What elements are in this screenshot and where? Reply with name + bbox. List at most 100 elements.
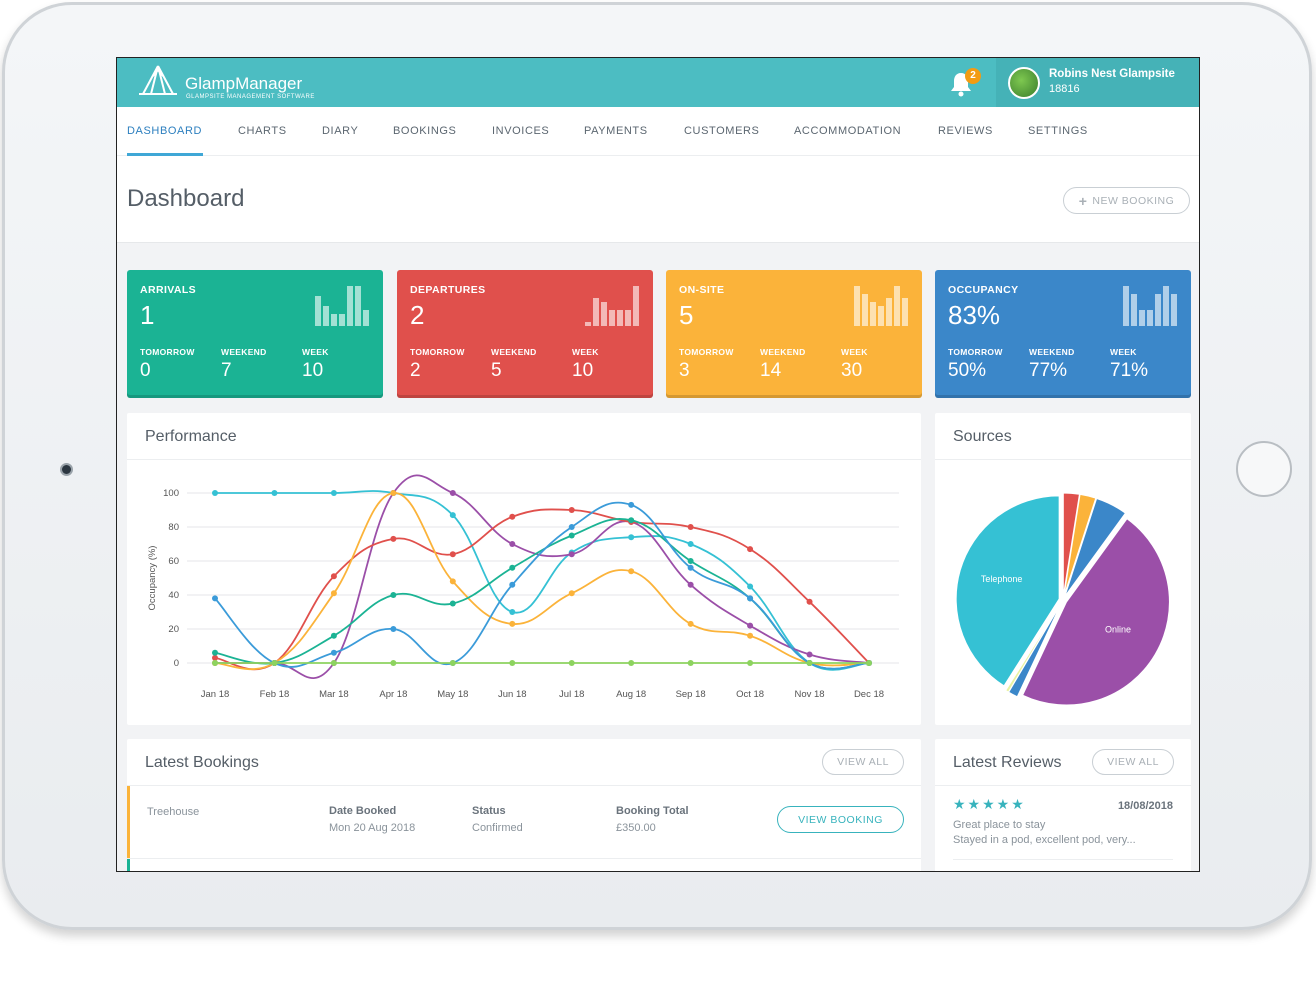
new-booking-button[interactable]: + NEW BOOKING — [1063, 187, 1190, 214]
weekend-value: 5 — [491, 360, 502, 381]
stat-card-on-site[interactable]: ON-SITE 5 TOMORROW 3 WEEKEND 14 WEEK 30 — [666, 270, 922, 398]
review-item[interactable]: ★★★★★ 18/08/2018 Great place to stay Sta… — [935, 786, 1191, 856]
booking-total-value: £350.00 — [616, 822, 656, 834]
y-tick-label: 20 — [168, 624, 179, 635]
sources-panel: Sources Online Telephone — [935, 413, 1191, 725]
app-screen: GlampManager GLAMPSITE MANAGEMENT SOFTWA… — [116, 57, 1200, 872]
data-point — [568, 532, 575, 539]
data-point — [747, 632, 754, 639]
data-point — [449, 660, 456, 666]
data-point — [330, 632, 337, 639]
tomorrow-value: 2 — [410, 360, 421, 381]
mini-bar — [585, 322, 591, 326]
user-menu[interactable]: Robins Nest Glampsite 18816 — [996, 58, 1199, 107]
tab-bookings[interactable]: BOOKINGS — [393, 125, 457, 137]
brand-tagline: GLAMPSITE MANAGEMENT SOFTWARE — [186, 94, 315, 100]
week-value: 10 — [572, 360, 594, 381]
page-title: Dashboard — [127, 185, 245, 212]
data-point — [687, 564, 694, 571]
stat-card-arrivals[interactable]: ARRIVALS 1 TOMORROW 0 WEEKEND 7 WEEK 10 — [127, 270, 383, 398]
stat-card-departures[interactable]: DEPARTURES 2 TOMORROW 2 WEEKEND 5 WEEK 10 — [397, 270, 653, 398]
notification-badge: 2 — [965, 68, 981, 84]
plus-icon: + — [1078, 192, 1088, 209]
tomorrow-value: 3 — [679, 360, 690, 381]
tab-reviews[interactable]: REVIEWS — [938, 125, 993, 137]
week-value: 71% — [1110, 360, 1149, 381]
tomorrow-label: TOMORROW — [410, 347, 465, 357]
data-point — [449, 578, 456, 585]
stat-label: OCCUPANCY — [948, 284, 1019, 296]
reviews-view-all-button[interactable]: VIEW ALL — [1092, 749, 1174, 775]
data-point — [747, 622, 754, 629]
data-point — [449, 490, 456, 496]
tab-payments[interactable]: PAYMENTS — [584, 125, 648, 137]
booking-total-label: Booking Total — [616, 805, 689, 817]
series-line — [214, 508, 870, 671]
tab-dashboard[interactable]: DASHBOARD — [127, 125, 203, 137]
performance-panel: Performance 0 20 40 60 80 100 Occupancy (%) Jan… — [127, 413, 921, 725]
pie-slice — [1005, 603, 1062, 693]
bookings-view-all-button[interactable]: VIEW ALL — [822, 749, 904, 775]
data-point — [509, 564, 516, 571]
mini-bar — [1139, 310, 1145, 326]
tab-charts[interactable]: CHARTS — [238, 125, 287, 137]
mini-bar — [902, 298, 908, 326]
y-tick-label: 0 — [174, 658, 179, 669]
data-point — [449, 600, 456, 607]
date-booked-value: Mon 20 Aug 2018 — [329, 822, 416, 834]
data-point — [866, 660, 872, 666]
view-booking-button[interactable]: VIEW BOOKING — [777, 806, 904, 833]
mini-bar-chart — [315, 286, 369, 326]
data-point — [212, 654, 218, 661]
pie-slice-label: Telephone — [981, 574, 1023, 584]
week-value: 10 — [302, 360, 324, 381]
data-point — [212, 595, 218, 602]
mini-bar-chart — [854, 286, 908, 326]
pie-slice — [1063, 493, 1097, 597]
data-point — [806, 598, 813, 605]
y-tick-label: 100 — [163, 488, 179, 499]
booking-row[interactable]: Treehouse Date Booked Mon 20 Aug 2018 St… — [127, 786, 921, 858]
data-point — [806, 651, 813, 658]
week-label: WEEK — [302, 347, 329, 357]
data-point — [330, 649, 337, 656]
date-booked-label: Date Booked — [329, 805, 397, 817]
user-name: Robins Nest Glampsite — [1049, 68, 1175, 80]
y-tick-label: 80 — [168, 522, 179, 533]
mini-bar — [593, 298, 599, 326]
series-line — [214, 492, 870, 671]
data-point — [509, 541, 516, 547]
tab-invoices[interactable]: INVOICES — [492, 125, 550, 137]
data-point — [747, 546, 754, 553]
data-point — [509, 609, 516, 615]
x-tick-label: Feb 18 — [260, 689, 290, 700]
divider — [953, 859, 1173, 860]
weekend-value: 77% — [1029, 360, 1068, 381]
review-title: Great place to stay — [953, 819, 1046, 831]
mini-bar — [347, 286, 353, 326]
tab-diary[interactable]: DIARY — [322, 125, 359, 137]
data-point — [568, 660, 575, 666]
data-point — [330, 573, 337, 580]
stat-card-occupancy[interactable]: OCCUPANCY 83% TOMORROW 50% WEEKEND 77% WEEK 71% — [935, 270, 1191, 398]
mini-bar — [633, 286, 639, 326]
tomorrow-value: 0 — [140, 360, 151, 381]
home-button[interactable] — [1236, 441, 1292, 497]
x-tick-label: Oct 18 — [736, 689, 764, 700]
tab-customers[interactable]: CUSTOMERS — [684, 125, 760, 137]
data-point — [449, 551, 456, 558]
pie-slice — [1064, 497, 1127, 597]
tab-settings[interactable]: SETTINGS — [1028, 125, 1088, 137]
divider — [127, 459, 921, 460]
data-point — [509, 581, 516, 588]
data-point — [271, 490, 278, 496]
week-label: WEEK — [841, 347, 868, 357]
mini-bar — [1171, 294, 1177, 326]
data-point — [390, 535, 397, 542]
stat-value: 5 — [679, 300, 694, 330]
tab-accommodation[interactable]: ACCOMMODATION — [794, 125, 902, 137]
mini-bar — [339, 314, 345, 326]
tomorrow-label: TOMORROW — [948, 347, 1003, 357]
avatar — [1008, 67, 1040, 99]
data-point — [390, 660, 397, 666]
